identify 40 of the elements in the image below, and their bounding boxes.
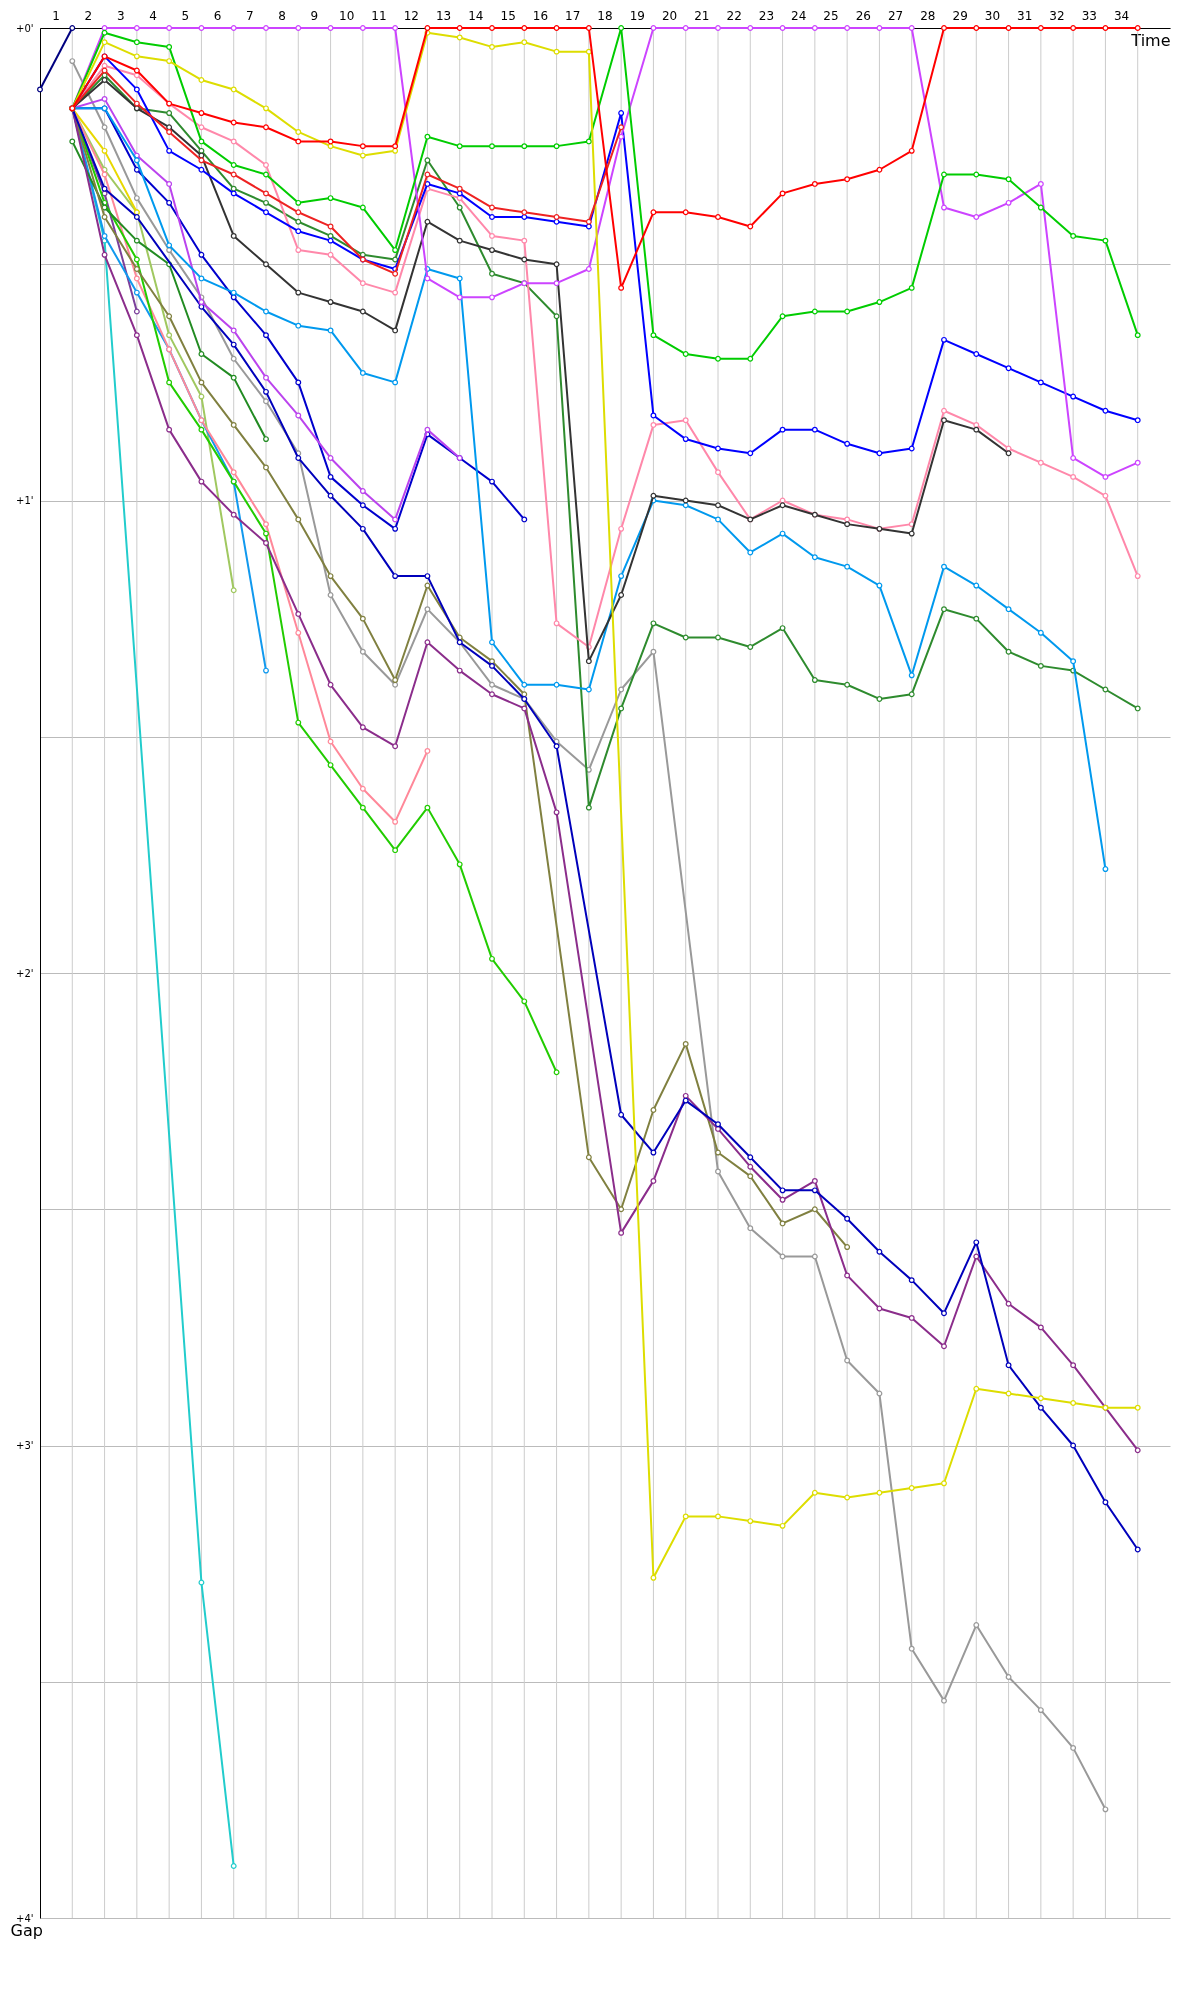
x-tick-label: 10: [339, 9, 355, 23]
x-tick-label: 20: [661, 9, 678, 23]
x-tick-label: 8: [278, 9, 286, 23]
x-tick-label: 26: [855, 9, 871, 23]
x-axis-title: Time: [1130, 30, 1171, 50]
x-tick-label: 12: [403, 9, 419, 23]
y-tick-label: +0': [16, 22, 34, 34]
x-tick-label: 27: [887, 9, 904, 23]
x-tick-label: 19: [629, 9, 645, 23]
x-tick-label: 3: [116, 9, 125, 23]
x-tick-label: 22: [726, 9, 742, 23]
x-tick-label: 29: [952, 9, 968, 23]
x-tick-label: 24: [791, 9, 807, 23]
x-tick-label: 6: [213, 9, 222, 23]
x-tick-label: 34: [1113, 9, 1130, 23]
x-tick-label: 28: [920, 9, 936, 23]
x-tick-label: 23: [758, 9, 775, 23]
x-tick-label: 32: [1049, 9, 1065, 23]
x-tick-label: 4: [149, 9, 157, 23]
x-tick-label: 7: [246, 9, 254, 23]
x-tick-label: 2: [84, 9, 93, 23]
y-tick-label: +1': [16, 495, 34, 506]
x-tick-label: 18: [597, 9, 613, 23]
x-tick-label: 5: [181, 9, 190, 23]
x-tick-label: 33: [1081, 9, 1097, 23]
x-tick-label: 17: [565, 9, 581, 23]
x-tick-label: 1: [52, 9, 60, 23]
x-tick-label: 11: [371, 9, 387, 23]
y-tick-label: +3': [16, 1440, 34, 1451]
x-tick-label: 16: [532, 9, 549, 23]
y-tick-label: +2': [16, 967, 34, 979]
x-tick-label: 14: [468, 9, 484, 23]
x-tick-label: 15: [500, 9, 516, 23]
x-tick-label: 21: [694, 9, 710, 23]
x-tick-label: 30: [984, 9, 1001, 23]
x-tick-label: 9: [310, 9, 319, 23]
x-tick-label: 25: [823, 9, 839, 23]
y-tick-label: +4': [16, 1912, 34, 1924]
x-tick-label: 31: [1017, 9, 1033, 23]
x-tick-label: 13: [435, 9, 452, 23]
